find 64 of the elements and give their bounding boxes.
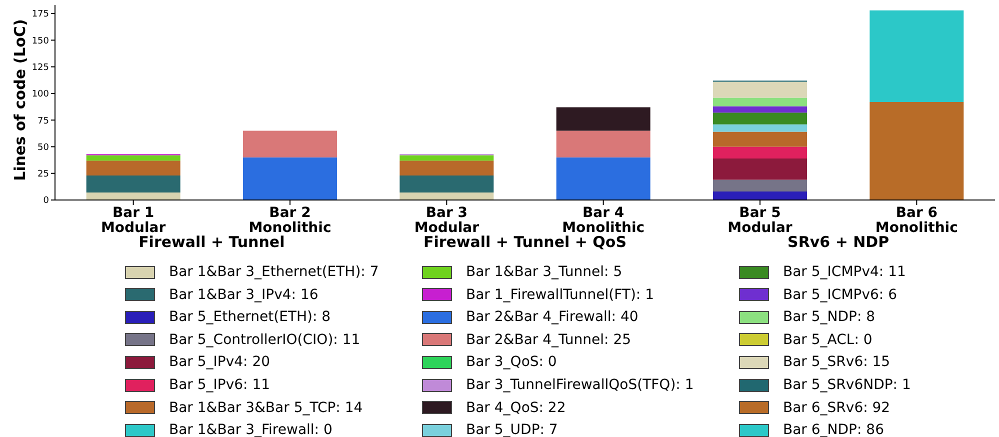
legend-label: Bar 4_QoS: 22 (466, 400, 566, 416)
bar (713, 146, 807, 158)
y-tick-label: 150 (32, 36, 50, 46)
legend-label: Bar 3_TunnelFirewallQoS(TFQ): 1 (466, 377, 694, 393)
bar (556, 157, 650, 200)
legend-label: Bar 5_ICMPv6: 6 (783, 286, 897, 303)
legend-label: Bar 1&Bar 3_Tunnel: 5 (466, 264, 622, 280)
y-tick-label: 175 (32, 10, 49, 20)
bar (243, 157, 337, 200)
bar (243, 130, 337, 158)
bar (713, 191, 807, 200)
legend-label: Bar 1&Bar 3&Bar 5_TCP: 14 (169, 400, 363, 416)
x-tick-label: Bar 5 Modular (728, 205, 792, 236)
bar (713, 180, 807, 192)
text: Firewall + Tunnel (138, 233, 286, 251)
x-tick-label: Bar 2 Monolithic (248, 205, 332, 236)
legend-label: Bar 2&Bar 4_Tunnel: 25 (466, 332, 632, 348)
x-tick-label: Bar 3 Modular (414, 205, 480, 236)
y-axis-title: Lines of code (LoC) (10, 18, 30, 183)
legend-label: Bar 1&Bar 3_Ethernet(ETH): 7 (169, 264, 379, 280)
bar (556, 107, 650, 131)
bar (713, 98, 807, 106)
legend-label: Bar 2&Bar 4_Firewall: 40 (466, 309, 638, 326)
legend-label: Bar 5_NDP: 8 (783, 309, 876, 326)
bar (556, 130, 650, 158)
legend-label: Bar 5_IPv4: 20 (169, 354, 270, 370)
bar (713, 132, 807, 147)
bar (400, 160, 494, 176)
bar (713, 124, 807, 132)
legend-label: Bar 5_ACL: 0 (783, 332, 872, 348)
bar (86, 192, 180, 200)
bar (86, 160, 180, 176)
bar (713, 82, 807, 98)
bar (713, 112, 807, 124)
legend-label: Bar 5_SRv6: 15 (783, 354, 890, 370)
x-tick-label: Bar 6 Monolithic (875, 205, 958, 236)
legend-label: Bar 1&Bar 3_IPv4: 16 (169, 286, 318, 303)
y-tick-label: 25 (38, 170, 49, 180)
y-tick-label: 100 (32, 90, 50, 100)
y-tick-label: 0 (43, 196, 50, 206)
legend-label: Bar 3_QoS: 0 (466, 354, 557, 370)
bar (400, 155, 494, 161)
y-tick-label: 50 (38, 142, 50, 153)
legend-label: Bar 6_SRv6: 92 (783, 400, 890, 416)
legend-label: Bar 1_FirewallTunnel(FT): 1 (466, 286, 654, 303)
legend-label: Bar 5_IPv6: 11 (169, 377, 270, 393)
x-tick-label: Bar 4 Monolithic (562, 205, 645, 236)
bar (713, 106, 807, 113)
bar (400, 192, 494, 200)
legend-label: Bar 5_ControllerIO(CIO): 11 (169, 332, 360, 348)
legend-label: Bar 5_Ethernet(ETH): 8 (169, 309, 331, 326)
legend-label: Bar 5_SRv6NDP: 1 (783, 377, 911, 393)
y-tick-label: 125 (32, 63, 49, 73)
bar (870, 10, 964, 102)
y-tick-label: 75 (38, 116, 49, 126)
x-tick-label: Bar 1 Modular (100, 205, 166, 236)
bar (713, 158, 807, 180)
bar (870, 102, 964, 200)
legend-label: Bar 5_ICMPv4: 11 (783, 264, 906, 280)
text: SRv6 + NDP (788, 233, 890, 251)
text: Firewall + Tunnel + QoS (423, 233, 627, 251)
bar (86, 175, 180, 193)
bar (86, 155, 180, 161)
bar (400, 175, 494, 193)
